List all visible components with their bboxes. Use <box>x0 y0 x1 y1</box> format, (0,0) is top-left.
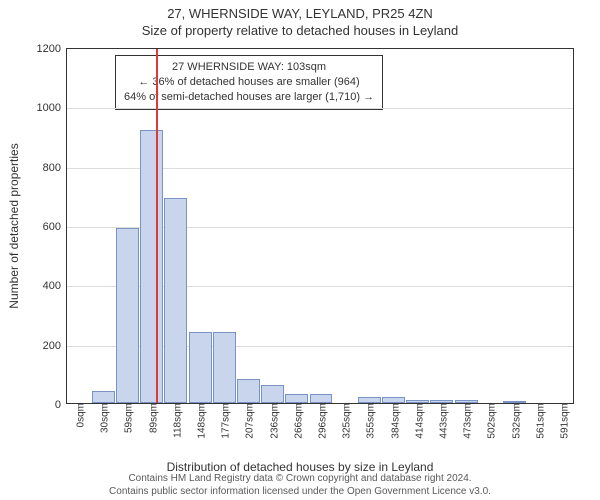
x-tick-label: 148sqm <box>193 403 208 439</box>
x-tick-label: 296sqm <box>314 403 329 439</box>
y-tick-label: 400 <box>43 280 67 292</box>
x-tick-label: 532sqm <box>507 403 522 439</box>
x-tick-label: 561sqm <box>531 403 546 439</box>
x-tick-label: 89sqm <box>144 403 159 433</box>
histogram-bar <box>237 379 260 403</box>
x-tick-label: 207sqm <box>241 403 256 439</box>
histogram-bar <box>116 228 139 403</box>
histogram-bar <box>213 332 236 403</box>
footer-line-1: Contains HM Land Registry data © Crown c… <box>0 473 600 486</box>
footer-line-2: Contains public sector information licen… <box>0 486 600 499</box>
histogram-bar <box>164 198 187 403</box>
histogram-bar <box>285 394 308 403</box>
x-tick-label: 59sqm <box>120 403 135 433</box>
x-tick-label: 473sqm <box>459 403 474 439</box>
x-tick-label: 384sqm <box>386 403 401 439</box>
x-tick-label: 266sqm <box>289 403 304 439</box>
legend-line-3: 64% of semi-detached houses are larger (… <box>124 90 374 105</box>
page-title-line2: Size of property relative to detached ho… <box>0 23 600 38</box>
histogram-bar <box>189 332 212 403</box>
legend-line-1: 27 WHERNSIDE WAY: 103sqm <box>124 60 374 75</box>
x-tick-label: 502sqm <box>483 403 498 439</box>
x-tick-label: 0sqm <box>72 403 87 427</box>
y-tick-label: 1000 <box>37 102 67 114</box>
x-tick-label: 355sqm <box>362 403 377 439</box>
x-tick-label: 325sqm <box>338 403 353 439</box>
y-axis-title: Number of detached properties <box>7 143 21 308</box>
x-tick-label: 443sqm <box>434 403 449 439</box>
gridline <box>67 108 573 109</box>
x-tick-label: 177sqm <box>217 403 232 439</box>
histogram-bar <box>140 130 163 403</box>
histogram-plot: 27 WHERNSIDE WAY: 103sqm ← 36% of detach… <box>66 48 574 404</box>
y-tick-label: 200 <box>43 340 67 352</box>
y-tick-label: 1200 <box>37 43 67 55</box>
x-tick-label: 236sqm <box>265 403 280 439</box>
y-tick-label: 600 <box>43 221 67 233</box>
page-title-line1: 27, WHERNSIDE WAY, LEYLAND, PR25 4ZN <box>0 6 600 21</box>
y-tick-label: 0 <box>55 399 67 411</box>
x-tick-label: 591sqm <box>555 403 570 439</box>
subject-property-marker <box>156 49 158 403</box>
x-tick-label: 30sqm <box>96 403 111 433</box>
histogram-bar <box>310 394 333 403</box>
histogram-bar <box>261 385 284 403</box>
x-axis-title: Distribution of detached houses by size … <box>0 460 600 474</box>
y-tick-label: 800 <box>43 162 67 174</box>
x-tick-label: 414sqm <box>410 403 425 439</box>
histogram-bar <box>92 391 115 403</box>
legend-line-2: ← 36% of detached houses are smaller (96… <box>124 75 374 90</box>
x-tick-label: 118sqm <box>168 403 183 438</box>
footer-attribution: Contains HM Land Registry data © Crown c… <box>0 473 600 498</box>
